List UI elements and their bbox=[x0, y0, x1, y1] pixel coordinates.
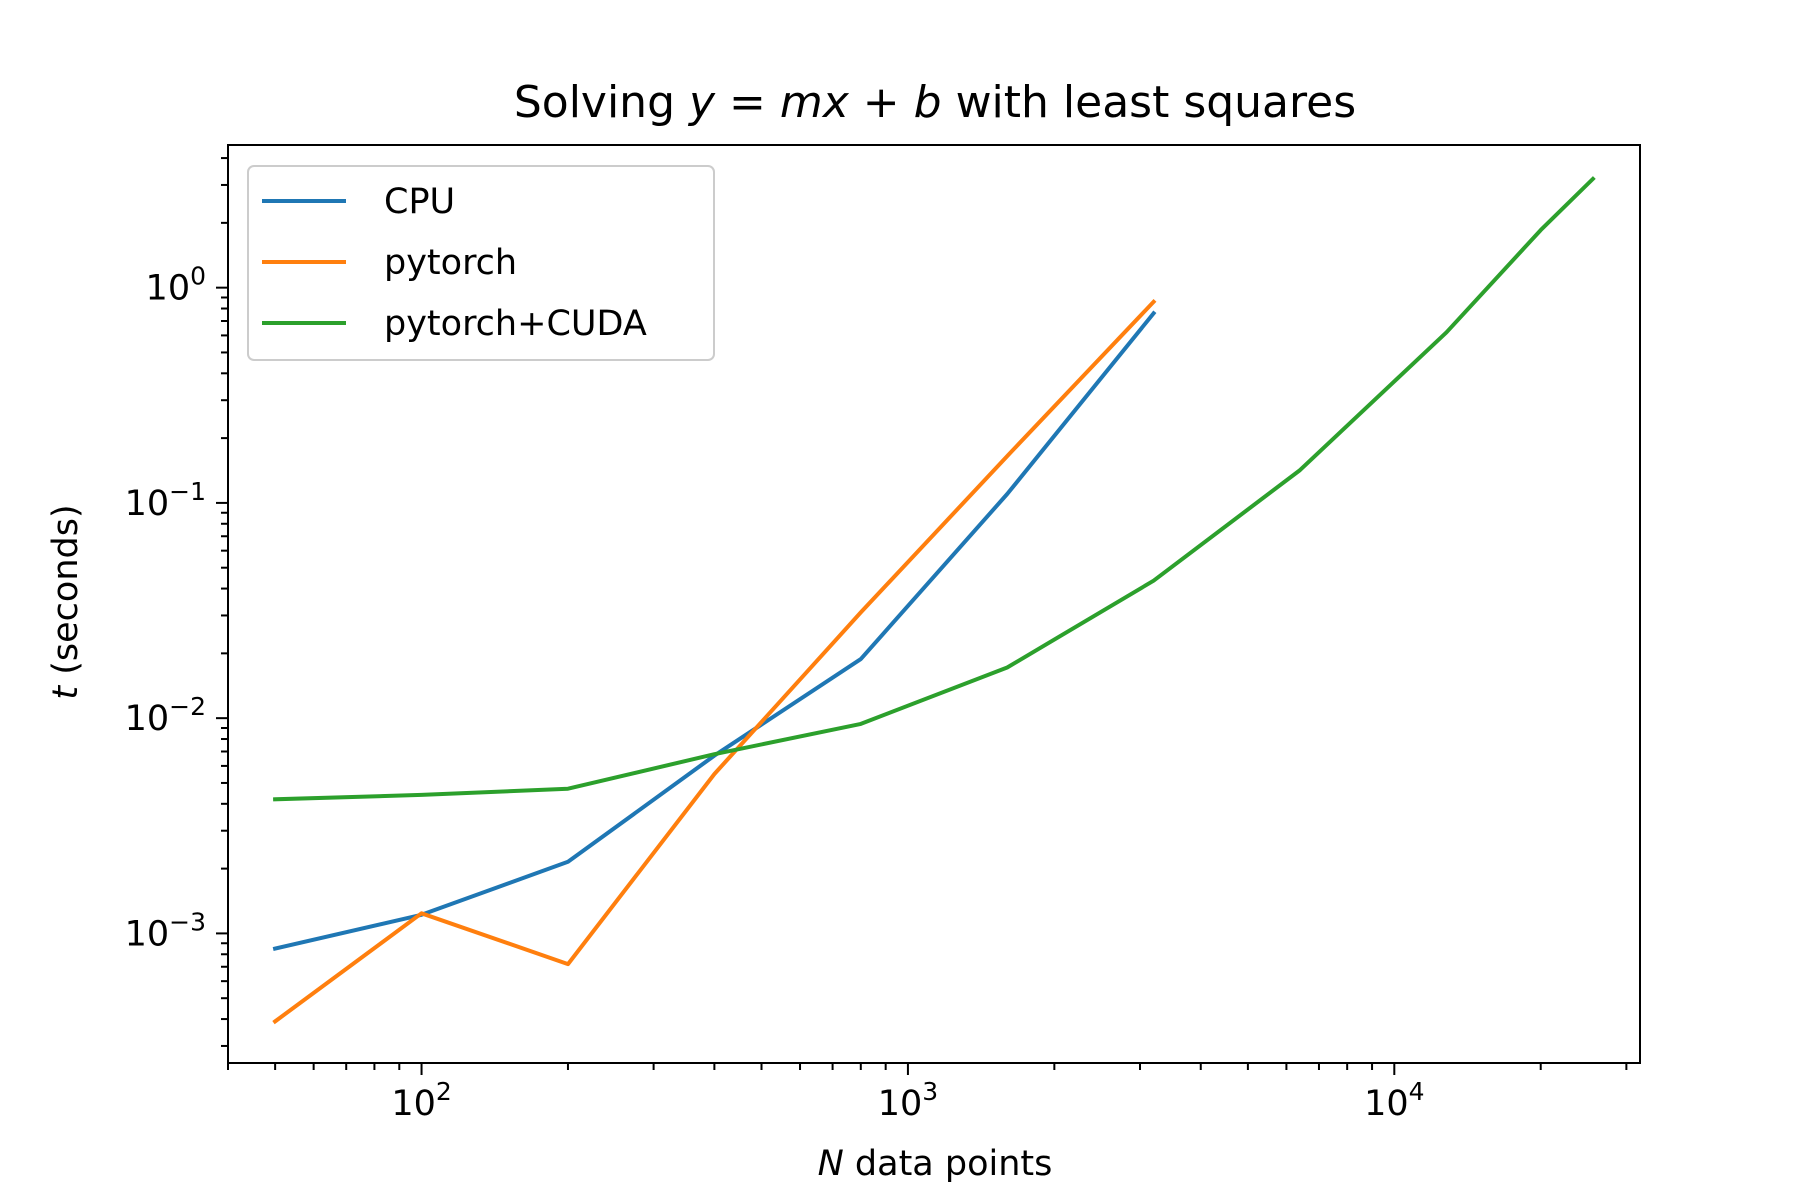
x-tick-label-2: 104 bbox=[1364, 1077, 1424, 1124]
y-axis-label: t (seconds) bbox=[46, 504, 86, 699]
plot-frame bbox=[227, 144, 1641, 1064]
series-line-1 bbox=[272, 298, 1157, 1025]
series-line-2 bbox=[273, 176, 1596, 802]
series-layer bbox=[272, 176, 1596, 1025]
y-tick-label-2: 10−1 bbox=[125, 477, 206, 524]
legend: CPU pytorch pytorch+CUDA bbox=[247, 165, 715, 361]
x-tick-label-1: 103 bbox=[878, 1077, 938, 1124]
y-tick-label-1: 10−2 bbox=[125, 692, 206, 739]
x-axis-label: N data points bbox=[818, 1144, 1053, 1184]
legend-label-2: pytorch+CUDA bbox=[384, 304, 647, 344]
legend-label-0: CPU bbox=[384, 182, 455, 222]
y-tick-label-0: 10−3 bbox=[125, 907, 206, 954]
y-tick-label-3: 100 bbox=[146, 262, 206, 309]
series-line-0 bbox=[272, 310, 1157, 951]
ticks-layer: 102 103 104 10−3 10−2 10−1 100 bbox=[125, 157, 1628, 1124]
legend-frame bbox=[247, 165, 715, 361]
legend-label-1: pytorch bbox=[384, 243, 517, 283]
chart-title: Solving y = mx + b with least squares bbox=[514, 77, 1356, 128]
x-tick-label-0: 102 bbox=[391, 1077, 451, 1124]
